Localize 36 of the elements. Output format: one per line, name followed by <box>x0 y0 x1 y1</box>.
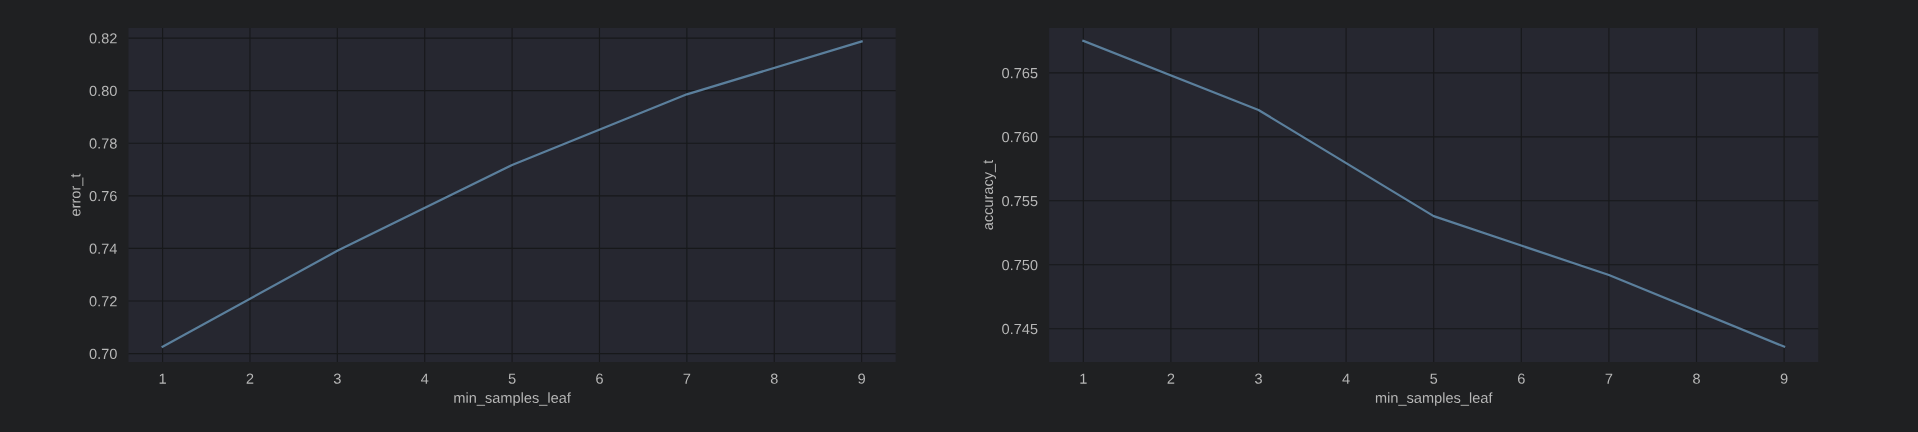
y-tick-label: 0.765 <box>1002 67 1038 79</box>
x-tick-label: 9 <box>1780 373 1788 384</box>
x-tick-label: 8 <box>1693 373 1700 384</box>
y-tick-label: 0.82 <box>89 33 117 44</box>
x-tick-label: 8 <box>770 373 778 384</box>
x-tick-label: 3 <box>333 373 341 384</box>
y-tick-label: 0.72 <box>89 296 117 307</box>
x-axis-title: min_samples_leaf <box>454 392 571 406</box>
y-tick-label: 0.78 <box>89 138 117 149</box>
line-series <box>1082 39 1786 348</box>
x-tick-label: 1 <box>1080 373 1087 384</box>
y-axis-title: error_t <box>71 173 84 216</box>
x-tick-label: 9 <box>858 373 865 384</box>
line-series <box>161 40 863 348</box>
x-tick-label: 4 <box>1342 373 1350 384</box>
x-tick-label: 2 <box>246 373 254 384</box>
x-tick-label: 3 <box>1255 373 1262 384</box>
y-tick-label: 0.755 <box>1002 195 1038 207</box>
x-tick-label: 2 <box>1167 373 1175 384</box>
x-tick-label: 6 <box>596 373 603 384</box>
y-axis-title: accuracy_t <box>983 159 996 230</box>
y-tick-label: 0.80 <box>89 85 117 97</box>
x-axis-title: min_samples_leaf <box>1375 392 1493 406</box>
y-tick-label: 0.760 <box>1002 131 1038 143</box>
x-tick-label: 5 <box>508 373 516 384</box>
y-tick-label: 0.70 <box>89 348 117 360</box>
x-tick-label: 1 <box>159 373 166 384</box>
x-tick-label: 4 <box>421 373 429 384</box>
y-tick-label: 0.750 <box>1002 259 1038 271</box>
x-tick-label: 7 <box>1605 373 1613 384</box>
y-tick-label: 0.74 <box>89 243 117 254</box>
x-tick-label: 5 <box>1430 373 1438 384</box>
y-tick-label: 0.745 <box>1002 323 1038 335</box>
x-tick-label: 7 <box>683 373 691 384</box>
x-tick-label: 6 <box>1517 373 1525 384</box>
y-tick-label: 0.76 <box>89 190 117 202</box>
